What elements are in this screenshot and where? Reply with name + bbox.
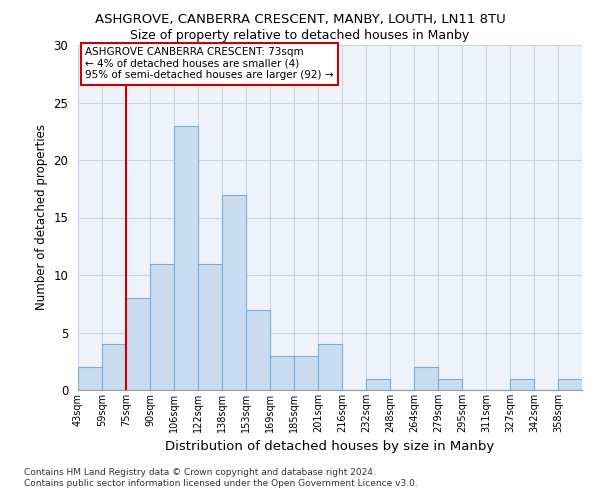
Bar xyxy=(222,194,246,390)
Bar xyxy=(366,378,390,390)
Text: Size of property relative to detached houses in Manby: Size of property relative to detached ho… xyxy=(130,29,470,42)
Bar xyxy=(198,264,222,390)
Y-axis label: Number of detached properties: Number of detached properties xyxy=(35,124,48,310)
Text: Contains HM Land Registry data © Crown copyright and database right 2024.
Contai: Contains HM Land Registry data © Crown c… xyxy=(24,468,418,487)
Bar xyxy=(558,378,582,390)
Bar xyxy=(318,344,342,390)
Bar xyxy=(102,344,126,390)
Bar xyxy=(294,356,318,390)
Text: ASHGROVE CANBERRA CRESCENT: 73sqm
← 4% of detached houses are smaller (4)
95% of: ASHGROVE CANBERRA CRESCENT: 73sqm ← 4% o… xyxy=(85,48,334,80)
X-axis label: Distribution of detached houses by size in Manby: Distribution of detached houses by size … xyxy=(166,440,494,454)
Bar xyxy=(174,126,198,390)
Bar xyxy=(78,367,102,390)
Text: ASHGROVE, CANBERRA CRESCENT, MANBY, LOUTH, LN11 8TU: ASHGROVE, CANBERRA CRESCENT, MANBY, LOUT… xyxy=(95,12,505,26)
Bar xyxy=(126,298,150,390)
Bar xyxy=(510,378,534,390)
Bar xyxy=(150,264,174,390)
Bar xyxy=(414,367,438,390)
Bar xyxy=(246,310,270,390)
Bar xyxy=(270,356,294,390)
Bar xyxy=(438,378,462,390)
